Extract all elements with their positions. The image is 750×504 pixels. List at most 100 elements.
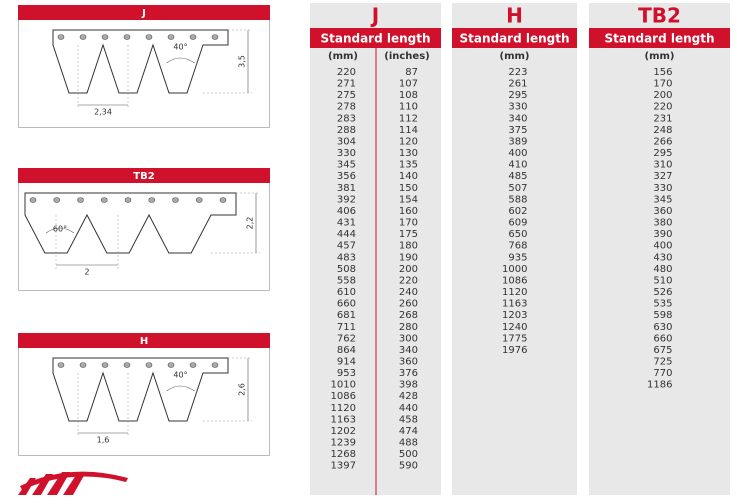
length-value: 711 xyxy=(337,322,356,333)
cord xyxy=(145,362,153,368)
height-label: 2,6 xyxy=(238,383,247,396)
length-value: 190 xyxy=(399,252,418,263)
length-value: 200 xyxy=(653,90,672,101)
table-title: J xyxy=(370,4,379,28)
height-label: 3,5 xyxy=(238,55,247,68)
length-value: 170 xyxy=(653,79,672,90)
length-value: 278 xyxy=(337,102,356,113)
unit-header: (mm) xyxy=(645,51,675,62)
cord xyxy=(57,34,65,40)
length-value: 110 xyxy=(399,102,418,113)
length-value: 360 xyxy=(399,357,418,368)
length-value: 283 xyxy=(337,113,356,124)
table-title: H xyxy=(506,4,523,28)
pitch-label: 1,6 xyxy=(97,436,110,445)
length-value: 650 xyxy=(508,229,527,240)
length-value: 130 xyxy=(399,148,418,159)
cord xyxy=(211,362,219,368)
cord xyxy=(29,197,37,203)
length-value: 400 xyxy=(653,241,672,252)
length-value: 330 xyxy=(508,102,527,113)
angle-label: 40° xyxy=(173,371,187,380)
length-value: 120 xyxy=(399,136,418,147)
length-value: 588 xyxy=(508,194,527,205)
length-value: 271 xyxy=(337,79,356,90)
cord xyxy=(79,34,87,40)
length-value: 430 xyxy=(653,252,672,263)
length-value: 112 xyxy=(399,113,418,124)
length-value: 474 xyxy=(399,426,418,437)
length-value: 1203 xyxy=(502,310,527,321)
length-value: 500 xyxy=(399,449,418,460)
length-value: 260 xyxy=(399,299,418,310)
length-value: 288 xyxy=(337,125,356,136)
angle-label: 40° xyxy=(173,43,187,52)
length-value: 330 xyxy=(337,148,356,159)
length-value: 602 xyxy=(508,206,527,217)
length-value: 180 xyxy=(399,241,418,252)
length-value: 390 xyxy=(653,229,672,240)
cord xyxy=(123,362,131,368)
length-value: 458 xyxy=(399,414,418,425)
unit-header: (mm) xyxy=(328,51,358,62)
table-header: Standard length xyxy=(459,32,569,46)
belt-profile xyxy=(24,192,237,254)
length-value: 375 xyxy=(508,125,527,136)
length-value: 381 xyxy=(337,183,356,194)
table-panel xyxy=(589,3,730,495)
cord xyxy=(167,362,175,368)
length-value: 610 xyxy=(337,287,356,298)
length-value: 376 xyxy=(399,368,418,379)
length-value: 360 xyxy=(653,206,672,217)
length-value: 1775 xyxy=(502,333,527,344)
card-header xyxy=(18,5,270,20)
length-value: 223 xyxy=(508,67,527,78)
pitch-label: 2 xyxy=(84,268,89,277)
length-value: 392 xyxy=(337,194,356,205)
length-value: 440 xyxy=(399,403,418,414)
height-label: 2,2 xyxy=(246,217,255,230)
angle-arc xyxy=(45,227,75,234)
cord xyxy=(219,197,227,203)
unit-header: (mm) xyxy=(500,51,530,62)
length-value: 266 xyxy=(653,136,672,147)
length-value: 768 xyxy=(508,241,527,252)
belt-profile xyxy=(52,357,229,422)
length-value: 170 xyxy=(399,218,418,229)
length-value: 330 xyxy=(653,183,672,194)
card-body xyxy=(18,168,270,291)
length-value: 200 xyxy=(399,264,418,275)
table-panel xyxy=(452,3,577,495)
unit-header: (inches) xyxy=(384,51,429,62)
length-value: 380 xyxy=(653,218,672,229)
length-value: 280 xyxy=(399,322,418,333)
length-value: 1186 xyxy=(647,380,672,391)
length-value: 220 xyxy=(399,275,418,286)
table-header-bar xyxy=(452,28,577,48)
length-value: 135 xyxy=(399,160,418,171)
length-value: 295 xyxy=(508,90,527,101)
card-title: J xyxy=(141,8,146,19)
table-header: Standard length xyxy=(604,32,714,46)
cord xyxy=(77,197,84,203)
angle-arc xyxy=(166,57,195,64)
length-value: 231 xyxy=(653,113,672,124)
cord xyxy=(101,362,109,368)
length-value: 444 xyxy=(337,229,356,240)
length-value: 725 xyxy=(653,357,672,368)
logo xyxy=(18,471,128,495)
card-header xyxy=(18,333,270,348)
angle-arc xyxy=(166,385,195,392)
length-value: 1268 xyxy=(331,449,356,460)
length-value: 681 xyxy=(337,310,356,321)
cord xyxy=(189,34,197,40)
profile-card: TB2 2,2 2 60° xyxy=(18,168,270,291)
length-value: 175 xyxy=(399,229,418,240)
length-value: 295 xyxy=(653,148,672,159)
length-value: 953 xyxy=(337,368,356,379)
length-value: 1397 xyxy=(331,461,356,472)
length-value: 1163 xyxy=(331,414,356,425)
card-title: H xyxy=(140,336,148,347)
